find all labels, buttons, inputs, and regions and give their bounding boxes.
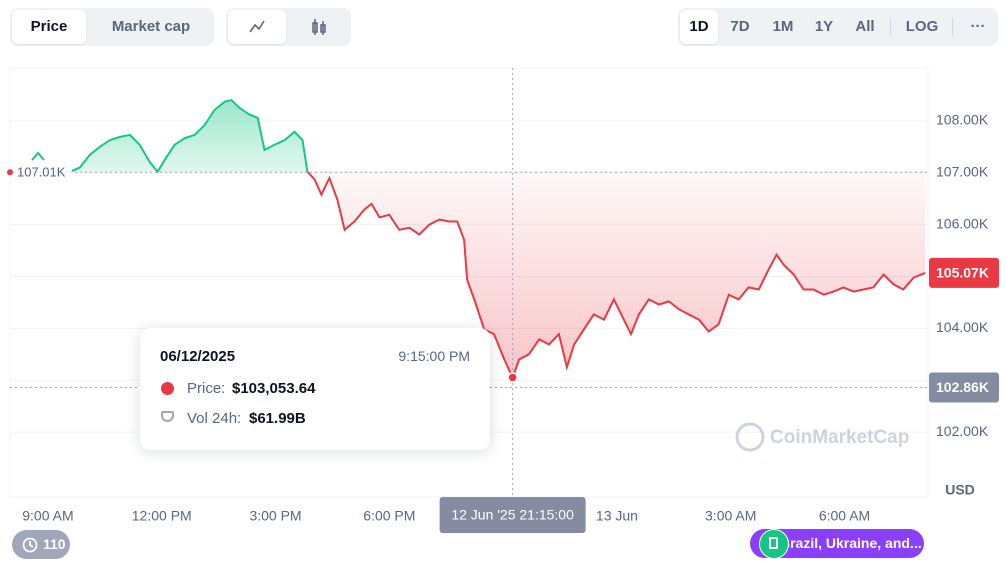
watermark-logo	[735, 422, 765, 452]
chart-type-toggle	[226, 8, 351, 46]
baseline-label-bg	[14, 163, 72, 182]
range-button[interactable]: 1D	[680, 10, 718, 44]
range-button[interactable]: 1Y	[814, 18, 834, 35]
volume-label: Vol 24h:	[187, 410, 242, 427]
range-toggle: 1D 7D 1M 1Y All LOG ···	[678, 8, 998, 46]
tooltip-date: 06/12/2025	[160, 348, 236, 365]
log-button[interactable]: LOG	[905, 18, 939, 35]
x-tick-label: 13 Jun	[596, 508, 638, 524]
candle-icon	[312, 19, 326, 35]
price-label: Price:	[187, 380, 226, 397]
history-count: 110	[43, 536, 66, 552]
cursor-x-label: 12 Jun '25 21:15:00	[451, 507, 574, 523]
y-tick-label: 104.00K	[936, 319, 989, 335]
x-tick-label: 6:00 AM	[819, 508, 870, 524]
volume-icon	[161, 411, 174, 422]
tooltip-time: 9:15:00 PM	[398, 348, 470, 364]
range-button[interactable]: 1M	[772, 18, 794, 35]
last-price-bg	[929, 257, 999, 288]
x-tick-label: 3:00 PM	[249, 508, 301, 524]
range-button[interactable]: 7D	[730, 18, 750, 35]
y-tick-label: 107.00K	[936, 163, 989, 179]
tooltip: 06/12/2025 9:15:00 PM Price: $103,053.64…	[140, 328, 490, 450]
history-icon	[22, 537, 38, 553]
area-down	[307, 172, 926, 378]
x-tick-label: 3:00 AM	[705, 508, 756, 524]
watermark: CoinMarketCap	[735, 422, 909, 452]
metric-toggle: Price Market cap	[10, 8, 214, 46]
separator	[890, 18, 891, 36]
cursor-y-label: 102.86K	[936, 379, 989, 395]
more-button[interactable]: ···	[970, 18, 986, 35]
x-tick-label: 6:00 PM	[363, 508, 415, 524]
market-cap-button[interactable]: Market cap	[111, 18, 191, 35]
separator	[952, 18, 953, 36]
candle-button[interactable]	[290, 10, 348, 44]
y-tick-label: 106.00K	[936, 215, 989, 231]
cursor-point	[507, 372, 518, 383]
news-text: Brazil, Ukraine, and...	[780, 535, 922, 551]
news-icon	[759, 529, 789, 559]
plot: 107.01K	[7, 68, 928, 497]
news-badge[interactable]: Brazil, Ukraine, and...	[750, 529, 924, 559]
watermark-text: CoinMarketCap	[770, 427, 909, 448]
range-button[interactable]: All	[855, 18, 875, 35]
cursor-y-label-bg	[929, 372, 999, 403]
line-icon	[249, 20, 265, 33]
price-button[interactable]: Price	[12, 10, 86, 44]
y-tick-label: 102.00K	[936, 423, 989, 439]
line-button[interactable]	[228, 10, 286, 44]
currency-label: USD	[945, 482, 975, 498]
baseline-dot	[7, 169, 13, 176]
area-up	[69, 100, 926, 173]
x-tick-label: 9:00 AM	[22, 508, 73, 524]
event-marker	[31, 151, 45, 161]
price-value: $103,053.64	[232, 380, 316, 397]
cursor-x-label-bg	[439, 497, 586, 533]
x-tick-label: 12:00 PM	[132, 508, 192, 524]
volume-value: $61.99B	[249, 410, 306, 427]
price-line-up	[69, 99, 310, 173]
price-dot	[161, 382, 174, 395]
price-line-down	[70, 172, 926, 381]
y-tick-label: 108.00K	[936, 112, 989, 128]
history-badge[interactable]: 110	[12, 530, 70, 559]
baseline-label: 107.01K	[17, 165, 66, 180]
last-price-label: 105.07K	[936, 265, 989, 281]
